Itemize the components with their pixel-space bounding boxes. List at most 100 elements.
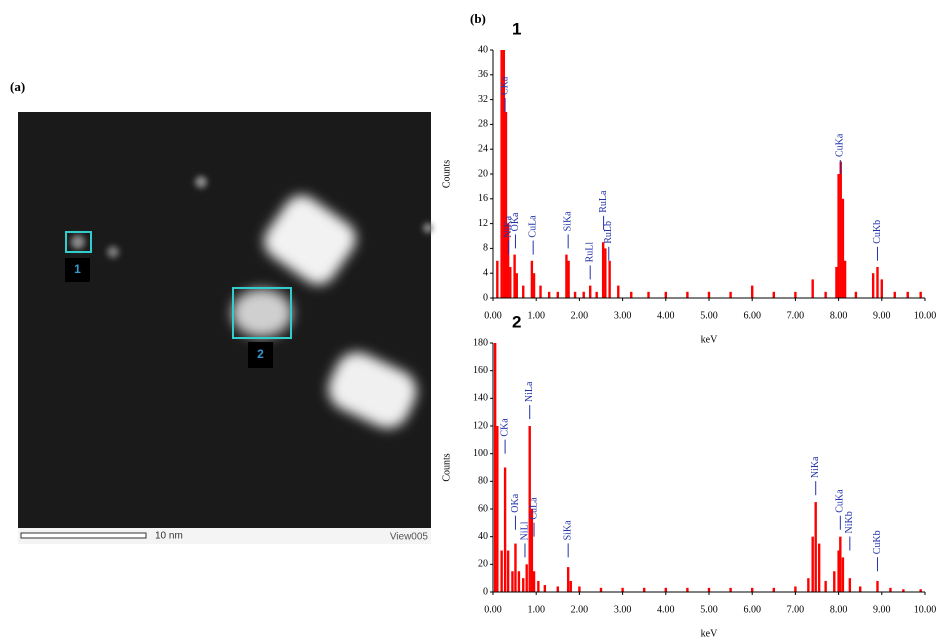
y-tick-label: 160 xyxy=(473,365,488,376)
annotation: CuKb xyxy=(872,530,883,554)
spectrum-bar xyxy=(608,260,611,298)
panel-label: (a) xyxy=(10,79,25,94)
y-tick-label: 60 xyxy=(478,503,488,514)
scale-label: 10 nm xyxy=(155,531,183,542)
annotation: SiKa xyxy=(562,211,573,232)
x-tick-label: 9.00 xyxy=(873,604,891,615)
spectrum-bar xyxy=(547,291,551,298)
x-tick-label: 7.00 xyxy=(787,604,805,615)
spectrum-bar xyxy=(604,248,607,298)
spectrum-bar xyxy=(514,543,517,592)
spectrum-bar xyxy=(729,291,732,298)
spectrum-bar xyxy=(530,509,534,592)
x-tick-label: 8.00 xyxy=(830,604,848,615)
spectrum-bar xyxy=(664,291,667,298)
annotation: CKa xyxy=(499,418,510,437)
spectrum-bar xyxy=(794,291,797,298)
y-tick-label: 0 xyxy=(483,292,488,303)
x-tick-label: 1.00 xyxy=(527,310,545,321)
x-tick-label: 2.00 xyxy=(571,310,589,321)
spectrum-bar xyxy=(513,254,516,298)
y-tick-label: 40 xyxy=(478,44,488,55)
spectrum-bar xyxy=(503,467,507,592)
annotation: CuKb xyxy=(872,220,883,244)
spectrum-bar xyxy=(906,291,909,298)
annotation: RuLb xyxy=(603,221,614,244)
spectrum-bar xyxy=(522,578,525,592)
x-tick-label: 8.00 xyxy=(830,310,848,321)
spectrum-bar xyxy=(643,587,646,592)
x-tick-label: 4.00 xyxy=(657,310,675,321)
spectrum-bar xyxy=(500,50,503,298)
annotation: CuKa xyxy=(835,489,846,513)
spectrum-bar xyxy=(522,285,525,298)
spectrum-bar xyxy=(814,502,817,592)
spectrum-bar xyxy=(835,267,838,298)
region-tag xyxy=(248,342,273,368)
spectrum-bar xyxy=(919,589,922,592)
x-tick-label: 4.00 xyxy=(657,604,675,615)
region-box xyxy=(232,287,292,339)
spectrum-bar xyxy=(578,586,581,592)
spectrum-bar xyxy=(811,279,814,298)
spectrum-bar xyxy=(772,291,775,298)
x-tick-label: 10.00 xyxy=(914,604,937,615)
x-tick-label: 9.00 xyxy=(873,310,891,321)
spectrum-bar xyxy=(582,291,585,298)
y-tick-label: 100 xyxy=(473,448,488,459)
spectrum-bar xyxy=(509,267,512,298)
spectrum-bar xyxy=(839,536,842,592)
x-tick-label: 3.00 xyxy=(614,310,632,321)
x-axis-label: keV xyxy=(701,628,718,638)
spectrum-bar xyxy=(506,223,510,298)
spectrum-bar xyxy=(504,112,508,298)
spectrum-bar xyxy=(537,580,540,592)
y-tick-label: 20 xyxy=(478,559,488,570)
annotation: NiKb xyxy=(844,511,855,533)
y-tick-label: 24 xyxy=(478,143,488,154)
y-tick-label: 32 xyxy=(478,94,488,105)
spectrum-bar xyxy=(833,571,836,592)
annotation: OKa xyxy=(510,212,521,231)
annotation: CuLa xyxy=(527,215,538,238)
y-tick-label: 12 xyxy=(478,218,488,229)
spectrum-bar xyxy=(824,580,827,592)
spectrum-bar xyxy=(532,571,536,592)
view-label: View005 xyxy=(390,532,429,543)
spectrum-bar xyxy=(848,578,852,592)
annotation: NiLl xyxy=(519,521,530,540)
y-tick-label: 36 xyxy=(478,69,488,80)
y-tick-label: 20 xyxy=(478,168,488,179)
micrograph: 1 2 10 nm View005 xyxy=(18,112,433,544)
x-tick-label: 0.00 xyxy=(484,310,502,321)
spectrum-bar xyxy=(556,291,559,298)
spectrum-bar xyxy=(617,285,620,298)
spectrum-bar xyxy=(729,587,732,592)
spectrum-bar xyxy=(515,273,518,298)
spectrum-bar xyxy=(889,587,892,592)
spectrum-bar xyxy=(811,536,814,592)
spectrum-bar xyxy=(528,426,531,592)
spectrum-bar xyxy=(569,580,572,592)
annotation: CuLa xyxy=(528,497,539,520)
spectrum-bar xyxy=(859,586,862,592)
spectrum-bar xyxy=(496,260,499,298)
spectrum-bar xyxy=(876,267,879,298)
spectrum-bar xyxy=(664,587,667,592)
scale-strip xyxy=(18,528,431,544)
x-tick-label: 5.00 xyxy=(700,310,718,321)
spectrum-bar xyxy=(621,587,624,592)
spectrum-bar xyxy=(511,571,514,592)
y-tick-label: 0 xyxy=(483,586,488,597)
spectrum-bar xyxy=(839,161,842,298)
region-tag xyxy=(65,258,90,282)
spectrum-bar xyxy=(532,273,536,298)
spectrum-bar xyxy=(893,291,896,298)
spectrum-bar xyxy=(543,585,547,592)
spectrum-bar xyxy=(567,260,570,298)
x-tick-label: 3.00 xyxy=(614,604,632,615)
spectrum-bar xyxy=(517,571,521,592)
x-tick-label: 0.00 xyxy=(484,604,502,615)
spectrum-bar xyxy=(502,50,505,298)
